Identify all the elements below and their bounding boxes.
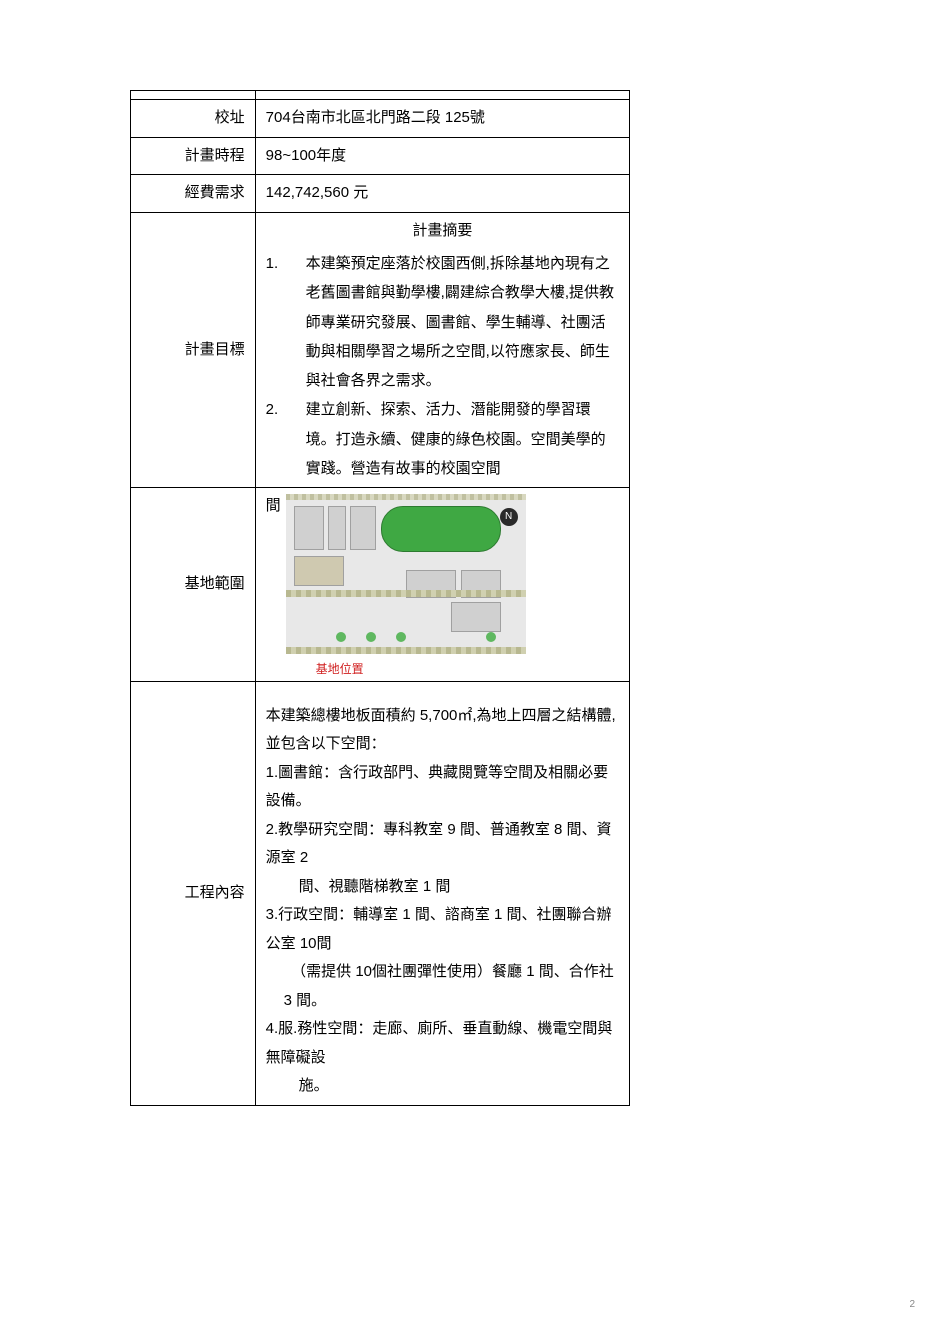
empty-label xyxy=(131,91,256,100)
project-table: 校址 704台南市北區北門路二段 125號 計畫時程 98~100年度 經費需求… xyxy=(130,90,630,1106)
site-leading-text: 間 xyxy=(266,492,286,521)
site-value: 間 N xyxy=(255,488,629,682)
table-row xyxy=(131,91,630,100)
map-building xyxy=(350,506,376,550)
address-value: 704台南市北區北門路二段 125號 xyxy=(255,100,629,138)
period-label: 計畫時程 xyxy=(131,137,256,175)
site-map-wrap: 間 N xyxy=(266,492,619,681)
site-map-caption: 基地位置 xyxy=(316,658,526,681)
map-building xyxy=(328,506,346,550)
map-field xyxy=(381,506,501,552)
goal-item-num: 1. xyxy=(266,249,306,395)
compass-icon: N xyxy=(500,508,518,526)
content-line: 施。 xyxy=(266,1072,619,1101)
site-label-cell: 基地範圍 xyxy=(131,488,256,682)
map-tree xyxy=(486,632,496,642)
table-row: 校址 704台南市北區北門路二段 125號 xyxy=(131,100,630,138)
table-row-goal: 計畫目標 計畫摘要 1. 本建築預定座落於校園西側,拆除基地內現有之老舊圖書館與… xyxy=(131,212,630,488)
goal-value: 計畫摘要 1. 本建築預定座落於校園西側,拆除基地內現有之老舊圖書館與勤學樓,闢… xyxy=(255,212,629,488)
map-building xyxy=(451,602,501,632)
goal-item-text: 建立創新、探索、活力、潛能開發的學習環境。打造永續、健康的綠色校園。空間美學的實… xyxy=(306,395,619,483)
document-page: 校址 704台南市北區北門路二段 125號 計畫時程 98~100年度 經費需求… xyxy=(0,0,950,1146)
summary-title: 計畫摘要 xyxy=(266,217,619,246)
goal-item-text: 本建築預定座落於校園西側,拆除基地內現有之老舊圖書館與勤學樓,闢建綜合教學大樓,… xyxy=(306,249,619,395)
content-value: 本建築總樓地板面積約 5,700㎡,為地上四層之結構體,並包含以下空間： 1.圖… xyxy=(255,681,629,1105)
content-line: 3.行政空間：輔導室 1 間、諮商室 1 間、社團聯合辦公室 10間 xyxy=(266,901,619,958)
map-road xyxy=(286,647,526,654)
address-label: 校址 xyxy=(131,100,256,138)
empty-value xyxy=(255,91,629,100)
goal-item: 2. 建立創新、探索、活力、潛能開發的學習環境。打造永續、健康的綠色校園。空間美… xyxy=(266,395,619,483)
table-row-site: 基地範圍 間 xyxy=(131,488,630,682)
map-building xyxy=(294,506,324,550)
goal-label: 計畫目標 xyxy=(131,212,256,488)
table-row: 經費需求 142,742,560 元 xyxy=(131,175,630,213)
map-tree xyxy=(336,632,346,642)
table-row-content: 工程內容 本建築總樓地板面積約 5,700㎡,為地上四層之結構體,並包含以下空間… xyxy=(131,681,630,1105)
budget-label: 經費需求 xyxy=(131,175,256,213)
content-intro: 本建築總樓地板面積約 5,700㎡,為地上四層之結構體,並包含以下空間： xyxy=(266,702,619,759)
map-road xyxy=(286,590,526,597)
content-line: （需提供 10個社團彈性使用）餐廳 1 間、合作社 3 間。 xyxy=(266,958,619,1015)
site-map-container: N 基地位置 xyxy=(286,492,526,681)
page-number: 2 xyxy=(909,1295,915,1314)
content-line: 2.教學研究空間：專科教室 9 間、普通教室 8 間、資源室 2 xyxy=(266,816,619,873)
content-line: 4.服.務性空間：走廊、廁所、垂直動線、機電空間與無障礙設 xyxy=(266,1015,619,1072)
content-label: 工程內容 xyxy=(131,681,256,1105)
summary-body: 1. 本建築預定座落於校園西側,拆除基地內現有之老舊圖書館與勤學樓,闢建綜合教學… xyxy=(266,249,619,483)
table-row: 計畫時程 98~100年度 xyxy=(131,137,630,175)
period-value: 98~100年度 xyxy=(255,137,629,175)
goal-item-num: 2. xyxy=(266,395,306,483)
goal-item: 1. 本建築預定座落於校園西側,拆除基地內現有之老舊圖書館與勤學樓,闢建綜合教學… xyxy=(266,249,619,395)
map-building xyxy=(294,556,344,586)
content-line: 間、視聽階梯教室 1 間 xyxy=(266,873,619,902)
map-border-top xyxy=(286,494,526,500)
content-line: 1.圖書館：含行政部門、典藏閱覽等空間及相關必要設備。 xyxy=(266,759,619,816)
budget-value: 142,742,560 元 xyxy=(255,175,629,213)
map-tree xyxy=(396,632,406,642)
site-map: N xyxy=(286,494,526,654)
map-tree xyxy=(366,632,376,642)
